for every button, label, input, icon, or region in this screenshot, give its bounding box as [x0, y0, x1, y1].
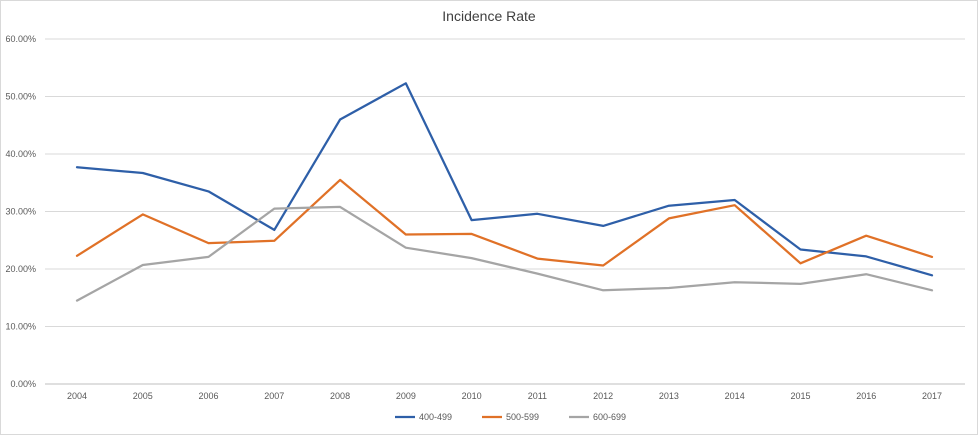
y-tick-label: 50.00% [5, 92, 36, 102]
x-tick-label: 2005 [133, 391, 153, 401]
series-lines [75, 82, 934, 302]
x-tick-label: 2009 [396, 391, 416, 401]
x-tick-label: 2011 [528, 391, 547, 401]
legend: 400-499 500-599 600-699 [395, 412, 626, 422]
x-tick-label: 2006 [199, 391, 219, 401]
y-tick-label: 10.00% [5, 322, 36, 332]
x-tick-label: 2008 [330, 391, 350, 401]
series-line-600-699 [75, 205, 934, 302]
y-tick-label: 40.00% [5, 149, 36, 159]
series-line-500-599 [75, 178, 934, 267]
gridlines [45, 38, 965, 385]
x-tick-label: 2010 [462, 391, 482, 401]
y-tick-label: 20.00% [5, 264, 36, 274]
x-tick-label: 2017 [922, 391, 942, 401]
legend-label: 400-499 [419, 412, 452, 422]
x-tick-label: 2012 [593, 391, 613, 401]
chart-title: Incidence Rate [442, 8, 536, 24]
x-axis-ticks: 2004 2005 2006 2007 2008 2009 2010 2011 2012 2013… [67, 391, 942, 401]
series-line-400-499 [75, 82, 934, 277]
x-tick-label: 2014 [725, 391, 745, 401]
x-tick-label: 2004 [67, 391, 87, 401]
y-tick-label: 30.00% [5, 207, 36, 217]
y-tick-label: 60.00% [5, 34, 36, 44]
legend-label: 600-699 [593, 412, 626, 422]
x-tick-label: 2013 [659, 391, 679, 401]
y-tick-label: 0.00% [10, 379, 36, 389]
x-tick-label: 2016 [856, 391, 876, 401]
x-tick-label: 2007 [264, 391, 284, 401]
x-tick-label: 2015 [790, 391, 810, 401]
y-axis-ticks: 0.00% 10.00% 20.00% 30.00% 40.00% 50.00% 60.00… [5, 34, 36, 389]
legend-label: 500-599 [506, 412, 539, 422]
